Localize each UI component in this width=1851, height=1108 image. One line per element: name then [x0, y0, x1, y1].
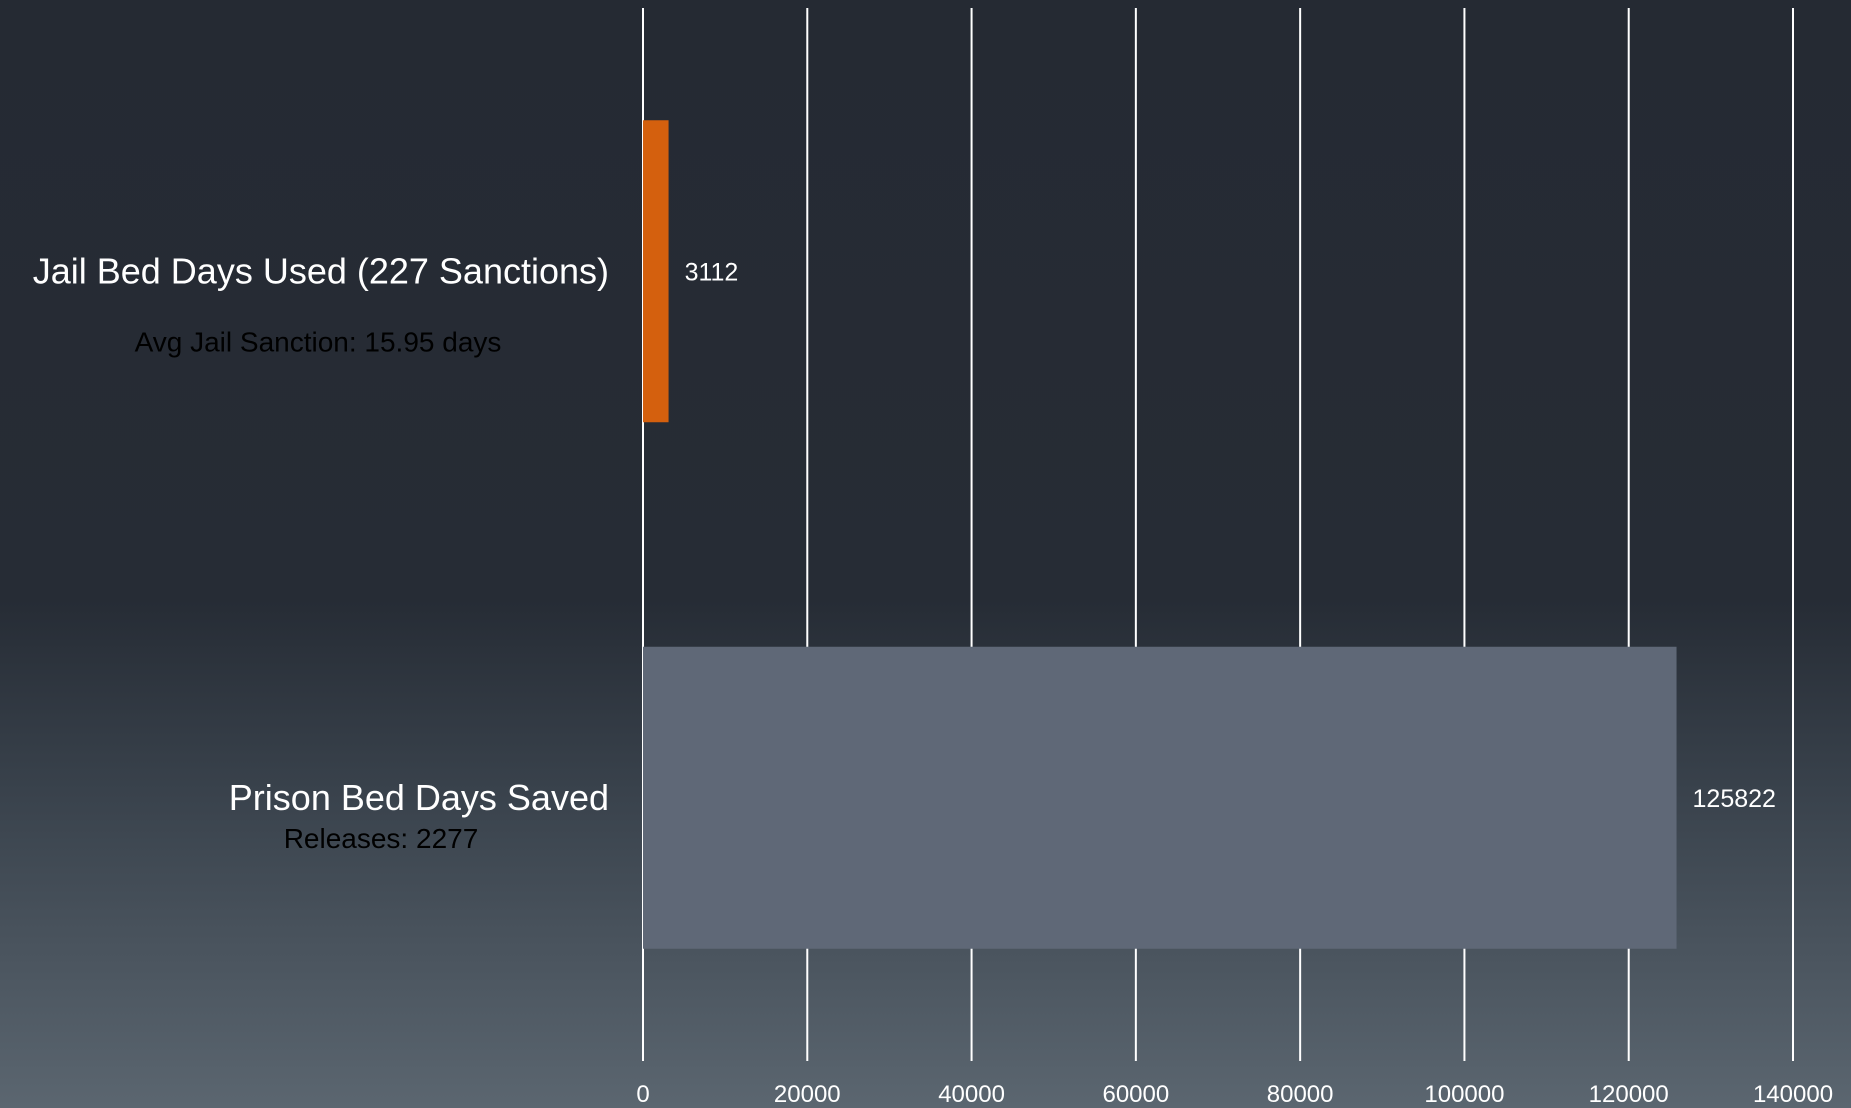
category-label: Jail Bed Days Used (227 Sanctions): [33, 250, 609, 291]
data-label: 125822: [1693, 785, 1776, 813]
x-tick-label: 60000: [1102, 1081, 1169, 1108]
data-label: 3112: [685, 258, 739, 286]
x-axis-ticks: 0 20000 40000 60000 80000 100000 120000 140000: [636, 1081, 1833, 1108]
data-labels: 3112 125822: [685, 258, 1776, 813]
x-tick-label: 0: [636, 1081, 649, 1108]
category-note: Releases: 2277: [284, 823, 479, 854]
gridlines: [642, 8, 1794, 1061]
bars: [643, 120, 1677, 949]
category-labels: Jail Bed Days Used (227 Sanctions) Avg Ja…: [33, 250, 609, 854]
x-tick-label: 100000: [1424, 1081, 1504, 1108]
x-tick-label: 140000: [1753, 1081, 1833, 1108]
bar: [643, 646, 1677, 949]
x-tick-label: 80000: [1267, 1081, 1334, 1108]
bar: [643, 120, 669, 423]
category-label: Prison Bed Days Saved: [229, 777, 609, 818]
x-tick-label: 20000: [774, 1081, 841, 1108]
x-tick-label: 120000: [1589, 1081, 1669, 1108]
x-tick-label: 40000: [938, 1081, 1005, 1108]
category-note: Avg Jail Sanction: 15.95 days: [135, 326, 502, 357]
